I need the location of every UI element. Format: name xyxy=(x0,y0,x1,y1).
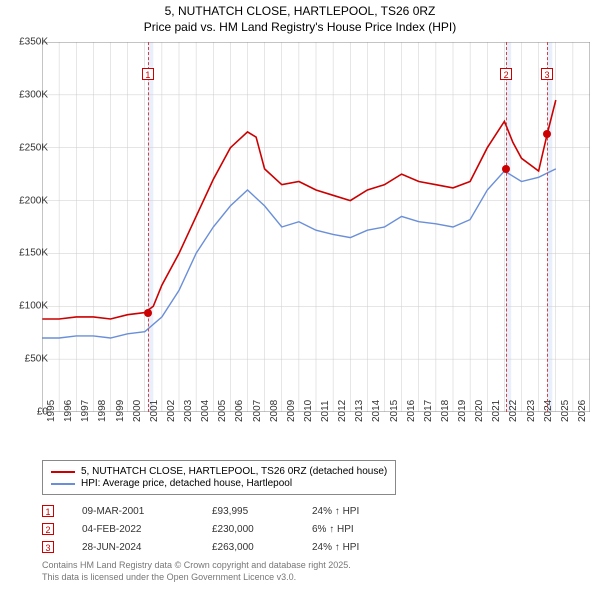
y-tick-label: £200K xyxy=(19,195,48,206)
legend: 5, NUTHATCH CLOSE, HARTLEPOOL, TS26 0RZ … xyxy=(42,460,396,495)
legend-label: HPI: Average price, detached house, Hart… xyxy=(81,478,292,489)
x-tick-label: 2004 xyxy=(200,400,211,422)
y-tick-label: £100K xyxy=(19,301,48,312)
detail-date: 04-FEB-2022 xyxy=(82,524,212,535)
legend-swatch xyxy=(51,483,75,485)
plot-area xyxy=(42,42,590,412)
detail-row: 3 28-JUN-2024£263,00024% ↑ HPI xyxy=(42,538,412,556)
detail-marker-box: 1 xyxy=(42,505,54,517)
detail-date: 28-JUN-2024 xyxy=(82,542,212,553)
footnote-line2: This data is licensed under the Open Gov… xyxy=(42,572,351,584)
marker-number-box: 1 xyxy=(142,68,154,80)
x-tick-label: 2002 xyxy=(166,400,177,422)
chart-title: 5, NUTHATCH CLOSE, HARTLEPOOL, TS26 0RZ … xyxy=(0,0,600,35)
detail-date: 09-MAR-2001 xyxy=(82,506,212,517)
x-tick-label: 2026 xyxy=(577,400,588,422)
detail-price: £263,000 xyxy=(212,542,312,553)
x-tick-label: 1999 xyxy=(115,400,126,422)
x-tick-label: 2020 xyxy=(474,400,485,422)
x-tick-label: 2016 xyxy=(406,400,417,422)
detail-price: £93,995 xyxy=(212,506,312,517)
x-tick-label: 2025 xyxy=(560,400,571,422)
legend-label: 5, NUTHATCH CLOSE, HARTLEPOOL, TS26 0RZ … xyxy=(81,466,387,477)
x-tick-label: 2015 xyxy=(389,400,400,422)
y-tick-label: £350K xyxy=(19,37,48,48)
x-tick-label: 2019 xyxy=(457,400,468,422)
x-tick-label: 1997 xyxy=(80,400,91,422)
title-address: 5, NUTHATCH CLOSE, HARTLEPOOL, TS26 0RZ xyxy=(0,4,600,20)
detail-marker-box: 3 xyxy=(42,541,54,553)
chart-container: 5, NUTHATCH CLOSE, HARTLEPOOL, TS26 0RZ … xyxy=(0,0,600,590)
detail-row: 1 09-MAR-2001£93,99524% ↑ HPI xyxy=(42,502,412,520)
y-tick-label: £150K xyxy=(19,248,48,259)
x-tick-label: 2003 xyxy=(183,400,194,422)
detail-marker-box: 2 xyxy=(42,523,54,535)
x-tick-label: 2023 xyxy=(526,400,537,422)
x-tick-label: 2012 xyxy=(337,400,348,422)
title-subtitle: Price paid vs. HM Land Registry's House … xyxy=(0,20,600,36)
x-tick-label: 2006 xyxy=(234,400,245,422)
x-tick-label: 2010 xyxy=(303,400,314,422)
detail-row: 2 04-FEB-2022£230,0006% ↑ HPI xyxy=(42,520,412,538)
legend-swatch xyxy=(51,471,75,473)
x-tick-label: 2005 xyxy=(217,400,228,422)
footnote: Contains HM Land Registry data © Crown c… xyxy=(42,560,351,583)
marker-number-box: 2 xyxy=(500,68,512,80)
x-tick-label: 2014 xyxy=(371,400,382,422)
x-tick-label: 2021 xyxy=(491,400,502,422)
x-tick-label: 2001 xyxy=(149,400,160,422)
x-tick-label: 2011 xyxy=(320,400,331,422)
x-tick-label: 1995 xyxy=(46,400,57,422)
y-tick-label: £300K xyxy=(19,89,48,100)
marker-detail-table: 109-MAR-2001£93,99524% ↑ HPI204-FEB-2022… xyxy=(42,502,412,556)
x-tick-label: 2022 xyxy=(508,400,519,422)
marker-line xyxy=(506,42,507,412)
detail-pct: 24% ↑ HPI xyxy=(312,506,412,517)
x-tick-label: 2017 xyxy=(423,400,434,422)
x-tick-label: 2008 xyxy=(269,400,280,422)
x-tick-label: 2024 xyxy=(543,400,554,422)
x-tick-label: 2018 xyxy=(440,400,451,422)
marker-dot xyxy=(543,130,551,138)
marker-dot xyxy=(144,309,152,317)
marker-dot xyxy=(502,165,510,173)
marker-number-box: 3 xyxy=(541,68,553,80)
y-tick-label: £250K xyxy=(19,142,48,153)
legend-item: 5, NUTHATCH CLOSE, HARTLEPOOL, TS26 0RZ … xyxy=(51,466,387,477)
detail-price: £230,000 xyxy=(212,524,312,535)
x-tick-label: 1996 xyxy=(63,400,74,422)
marker-line xyxy=(547,42,548,412)
footnote-line1: Contains HM Land Registry data © Crown c… xyxy=(42,560,351,572)
detail-pct: 24% ↑ HPI xyxy=(312,542,412,553)
chart-svg xyxy=(42,42,590,412)
x-tick-label: 2007 xyxy=(252,400,263,422)
detail-pct: 6% ↑ HPI xyxy=(312,524,412,535)
x-tick-label: 1998 xyxy=(97,400,108,422)
marker-line xyxy=(148,42,149,412)
y-tick-label: £50K xyxy=(25,354,48,365)
x-tick-label: 2009 xyxy=(286,400,297,422)
x-tick-label: 2013 xyxy=(354,400,365,422)
x-tick-label: 2000 xyxy=(132,400,143,422)
legend-item: HPI: Average price, detached house, Hart… xyxy=(51,478,387,489)
